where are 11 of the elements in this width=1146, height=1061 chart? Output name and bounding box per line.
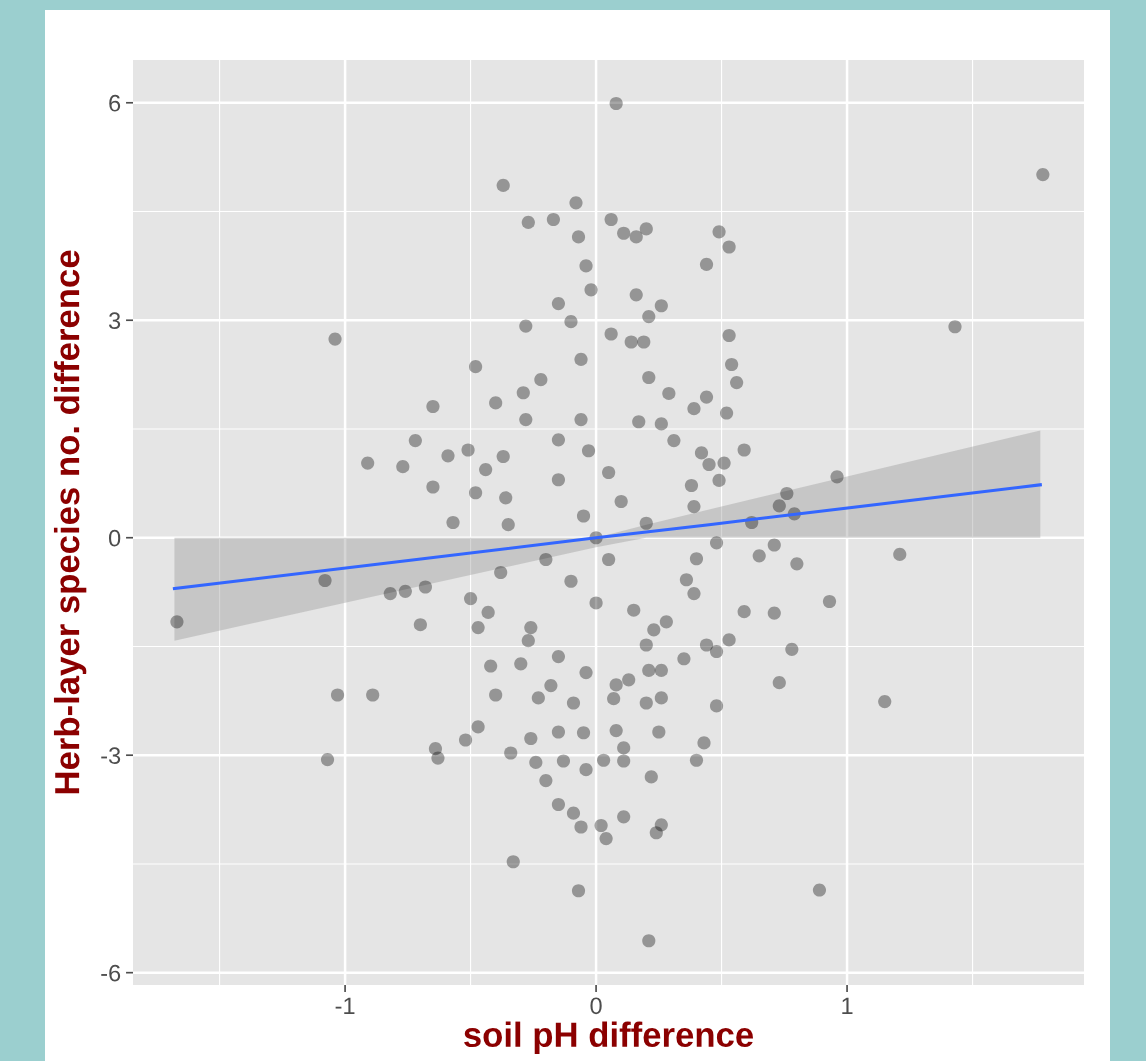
x-tick-label: 0 (590, 997, 602, 1015)
y-tick-label: 6 (109, 94, 121, 112)
x-axis-title: soil pH difference (464, 1021, 753, 1054)
y-axis-title: Herb-layer species no. difference (53, 250, 87, 794)
y-tick-label: -6 (101, 964, 121, 982)
line-series (172, 483, 1042, 590)
y-tick-label: 3 (108, 312, 121, 330)
y-tick-label: 0 (108, 529, 121, 547)
y-tick-label: -3 (101, 747, 121, 764)
x-tick-label: 1 (842, 997, 853, 1014)
x-tick-label: -1 (335, 997, 355, 1014)
